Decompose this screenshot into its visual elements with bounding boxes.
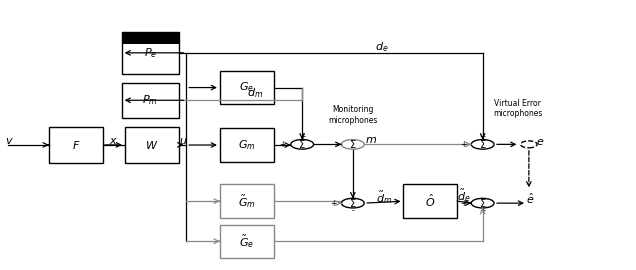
Text: $v$: $v$ [4,136,13,146]
Text: $u$: $u$ [179,136,188,146]
Bar [220,184,273,218]
Text: Virtual Error
microphones: Virtual Error microphones [493,99,542,118]
Bar [121,32,179,73]
Text: +: + [330,199,336,208]
Text: -: - [352,206,354,215]
Text: $G_e$: $G_e$ [239,81,254,94]
Bar [220,71,273,104]
Text: $W$: $W$ [145,139,158,151]
Text: $\Sigma$: $\Sigma$ [349,138,357,150]
Text: $e$: $e$ [536,137,544,147]
Bar [125,127,179,163]
Text: $G_m$: $G_m$ [238,138,256,152]
Circle shape [471,198,494,208]
Text: $P_m$: $P_m$ [142,93,158,107]
Circle shape [291,140,314,149]
Bar [121,32,179,44]
Bar [403,184,457,218]
Text: $\Sigma$: $\Sigma$ [349,197,357,209]
Text: $F$: $F$ [71,139,80,151]
Text: +: + [480,206,486,215]
Text: +: + [460,140,466,149]
Text: $\tilde{d}_m$: $\tilde{d}_m$ [376,189,392,206]
Bar [49,127,102,163]
Text: +: + [480,132,486,141]
Text: $\hat{O}$: $\hat{O}$ [425,193,436,209]
Text: $\tilde{d}_e$: $\tilde{d}_e$ [457,187,471,204]
Circle shape [342,198,364,208]
Text: $\tilde{G}_e$: $\tilde{G}_e$ [239,233,254,250]
Text: +: + [280,140,286,149]
Bar [121,83,179,118]
Circle shape [342,140,364,149]
Text: Monitoring
microphones: Monitoring microphones [328,105,378,125]
Text: $m$: $m$ [364,134,377,144]
Bar [220,225,273,258]
Text: $d_m$: $d_m$ [247,87,263,100]
Text: $x$: $x$ [109,136,118,146]
Text: $\Sigma$: $\Sigma$ [298,138,306,150]
Circle shape [471,140,494,149]
Text: $\hat{e}$: $\hat{e}$ [526,191,534,205]
Text: +: + [299,132,305,141]
Text: +: + [460,199,466,208]
Bar [220,128,273,162]
Text: $\Sigma$: $\Sigma$ [479,197,487,209]
Text: $d_e$: $d_e$ [375,40,388,54]
Text: $P_e$: $P_e$ [144,46,156,60]
Text: $\tilde{G}_m$: $\tilde{G}_m$ [238,193,256,210]
Text: $\Sigma$: $\Sigma$ [479,138,487,150]
Circle shape [521,141,537,148]
